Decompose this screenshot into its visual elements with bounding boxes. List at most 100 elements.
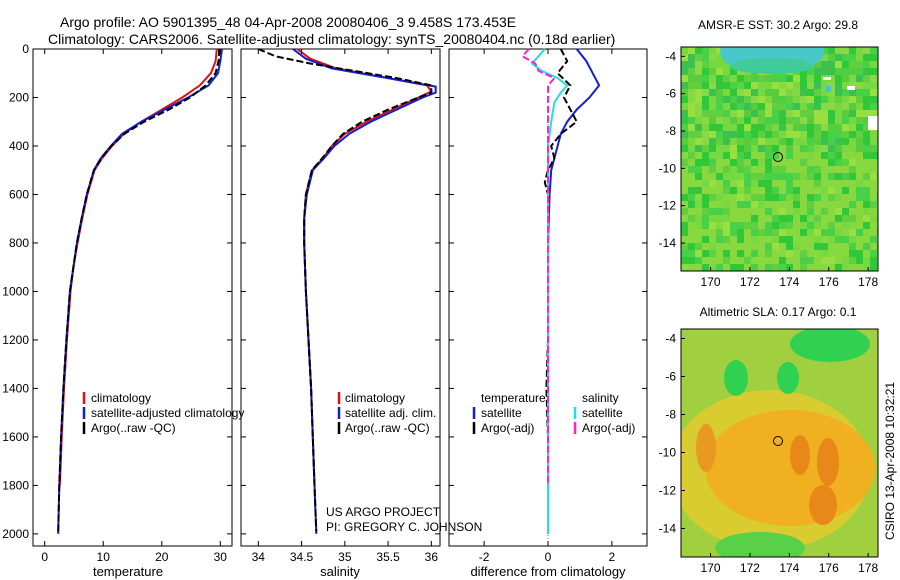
sst-map-cell <box>702 180 709 187</box>
sst-map-cell <box>828 194 835 201</box>
sst-map-cell <box>849 89 856 96</box>
sst-map-cell <box>849 166 856 173</box>
sst-map-cell <box>793 145 800 152</box>
sst-map-cell <box>688 236 695 243</box>
sst-map-cell <box>842 236 849 243</box>
sst-map-cell <box>751 110 758 117</box>
sst-map-cell <box>730 131 737 138</box>
sst-map-cell <box>758 173 765 180</box>
sst-map-cell <box>716 236 723 243</box>
sst-map-cell <box>870 264 877 271</box>
sst-map-cell <box>842 54 849 61</box>
sst-map-cell <box>772 264 779 271</box>
sst-map-cell <box>751 264 758 271</box>
sst-missing-data <box>847 86 855 90</box>
sst-map-cell <box>702 117 709 124</box>
sst-map-cell <box>863 124 870 131</box>
sst-map-cell <box>842 243 849 250</box>
sst-map-cell <box>702 201 709 208</box>
sst-map-cell <box>814 145 821 152</box>
sla-low-patch <box>790 329 870 362</box>
salinity-panel: 34 34.5 35 35.5 36 salinity climatology sate… <box>240 48 482 579</box>
sst-map-cell <box>772 229 779 236</box>
sst-map-cell <box>828 201 835 208</box>
sst-map-cell <box>737 75 744 82</box>
sst-map-cell <box>723 264 730 271</box>
sst-map-cell <box>863 250 870 257</box>
sst-map-cell <box>758 201 765 208</box>
sst-map-cell <box>688 187 695 194</box>
sst-map-cell <box>716 264 723 271</box>
sst-map-cell <box>800 173 807 180</box>
sst-map-cell <box>779 243 786 250</box>
sst-map-cell <box>702 145 709 152</box>
sst-map-cell <box>800 201 807 208</box>
sst-map-cell <box>807 229 814 236</box>
sst-map-cell <box>702 131 709 138</box>
x-tick-label: 10 <box>97 550 111 564</box>
sst-map-cell <box>695 61 702 68</box>
sst-map-cell <box>786 103 793 110</box>
sst-map-cell <box>688 96 695 103</box>
sst-map-cell <box>863 68 870 75</box>
sst-map-cell <box>821 250 828 257</box>
sst-map-cell <box>758 264 765 271</box>
sst-map-cell <box>772 208 779 215</box>
sst-map-cell <box>695 187 702 194</box>
sst-map-cell <box>863 82 870 89</box>
sst-map-cell <box>695 54 702 61</box>
sst-map-cell <box>856 68 863 75</box>
sst-map-cell <box>863 243 870 250</box>
map-y-tick-label: -4 <box>665 332 676 346</box>
sst-map-cell <box>737 194 744 201</box>
sst-map-cell <box>863 194 870 201</box>
sst-map-cell <box>758 250 765 257</box>
sst-map-cell <box>737 166 744 173</box>
sst-map-cell <box>849 180 856 187</box>
sla-high-core <box>790 435 810 475</box>
sst-map-cell <box>786 96 793 103</box>
sst-map-cell <box>814 68 821 75</box>
sst-map-cell <box>744 236 751 243</box>
sst-map-cell <box>681 222 688 229</box>
sst-map-cell <box>772 194 779 201</box>
sst-map-cell <box>758 89 765 96</box>
x-tick-label: 20 <box>155 550 169 564</box>
sst-map-cell <box>730 68 737 75</box>
sst-map-cell <box>737 145 744 152</box>
sst-map-cell <box>863 145 870 152</box>
sst-map-cell <box>870 166 877 173</box>
sla-high-region <box>705 410 875 526</box>
sst-map-cell <box>828 54 835 61</box>
sst-map-cell <box>863 75 870 82</box>
sst-map-cell <box>744 152 751 159</box>
sst-map-cell <box>772 166 779 173</box>
sst-map-cell <box>688 257 695 264</box>
sst-map-cell <box>744 194 751 201</box>
sst-map-cell <box>709 75 716 82</box>
sst-map-cell <box>751 124 758 131</box>
sst-map-cell <box>856 54 863 61</box>
sst-map-cell <box>814 96 821 103</box>
sst-map-cell <box>758 103 765 110</box>
sst-map-cell <box>870 110 877 117</box>
y-tick-label: 0 <box>22 42 29 56</box>
sst-map-cell <box>828 82 835 89</box>
sst-map-cell <box>835 47 842 54</box>
sst-map-cell <box>786 124 793 131</box>
sst-map-cell <box>709 117 716 124</box>
sst-map-cell <box>814 243 821 250</box>
sst-map-cell <box>737 236 744 243</box>
sst-map-cell <box>828 180 835 187</box>
sst-map-cell <box>695 159 702 166</box>
y-tick-label: 1800 <box>2 478 29 492</box>
sst-map-cell <box>856 117 863 124</box>
sst-map-cell <box>870 61 877 68</box>
sst-map-cell <box>870 173 877 180</box>
sst-map-cell <box>800 68 807 75</box>
sst-map-cell <box>828 257 835 264</box>
difference-series-temperature-argo-adj- <box>543 48 578 532</box>
credit-pi: PI: GREGORY C. JOHNSON <box>326 520 482 534</box>
sst-map-cell <box>842 257 849 264</box>
map-x-tick-label: 172 <box>740 561 760 575</box>
